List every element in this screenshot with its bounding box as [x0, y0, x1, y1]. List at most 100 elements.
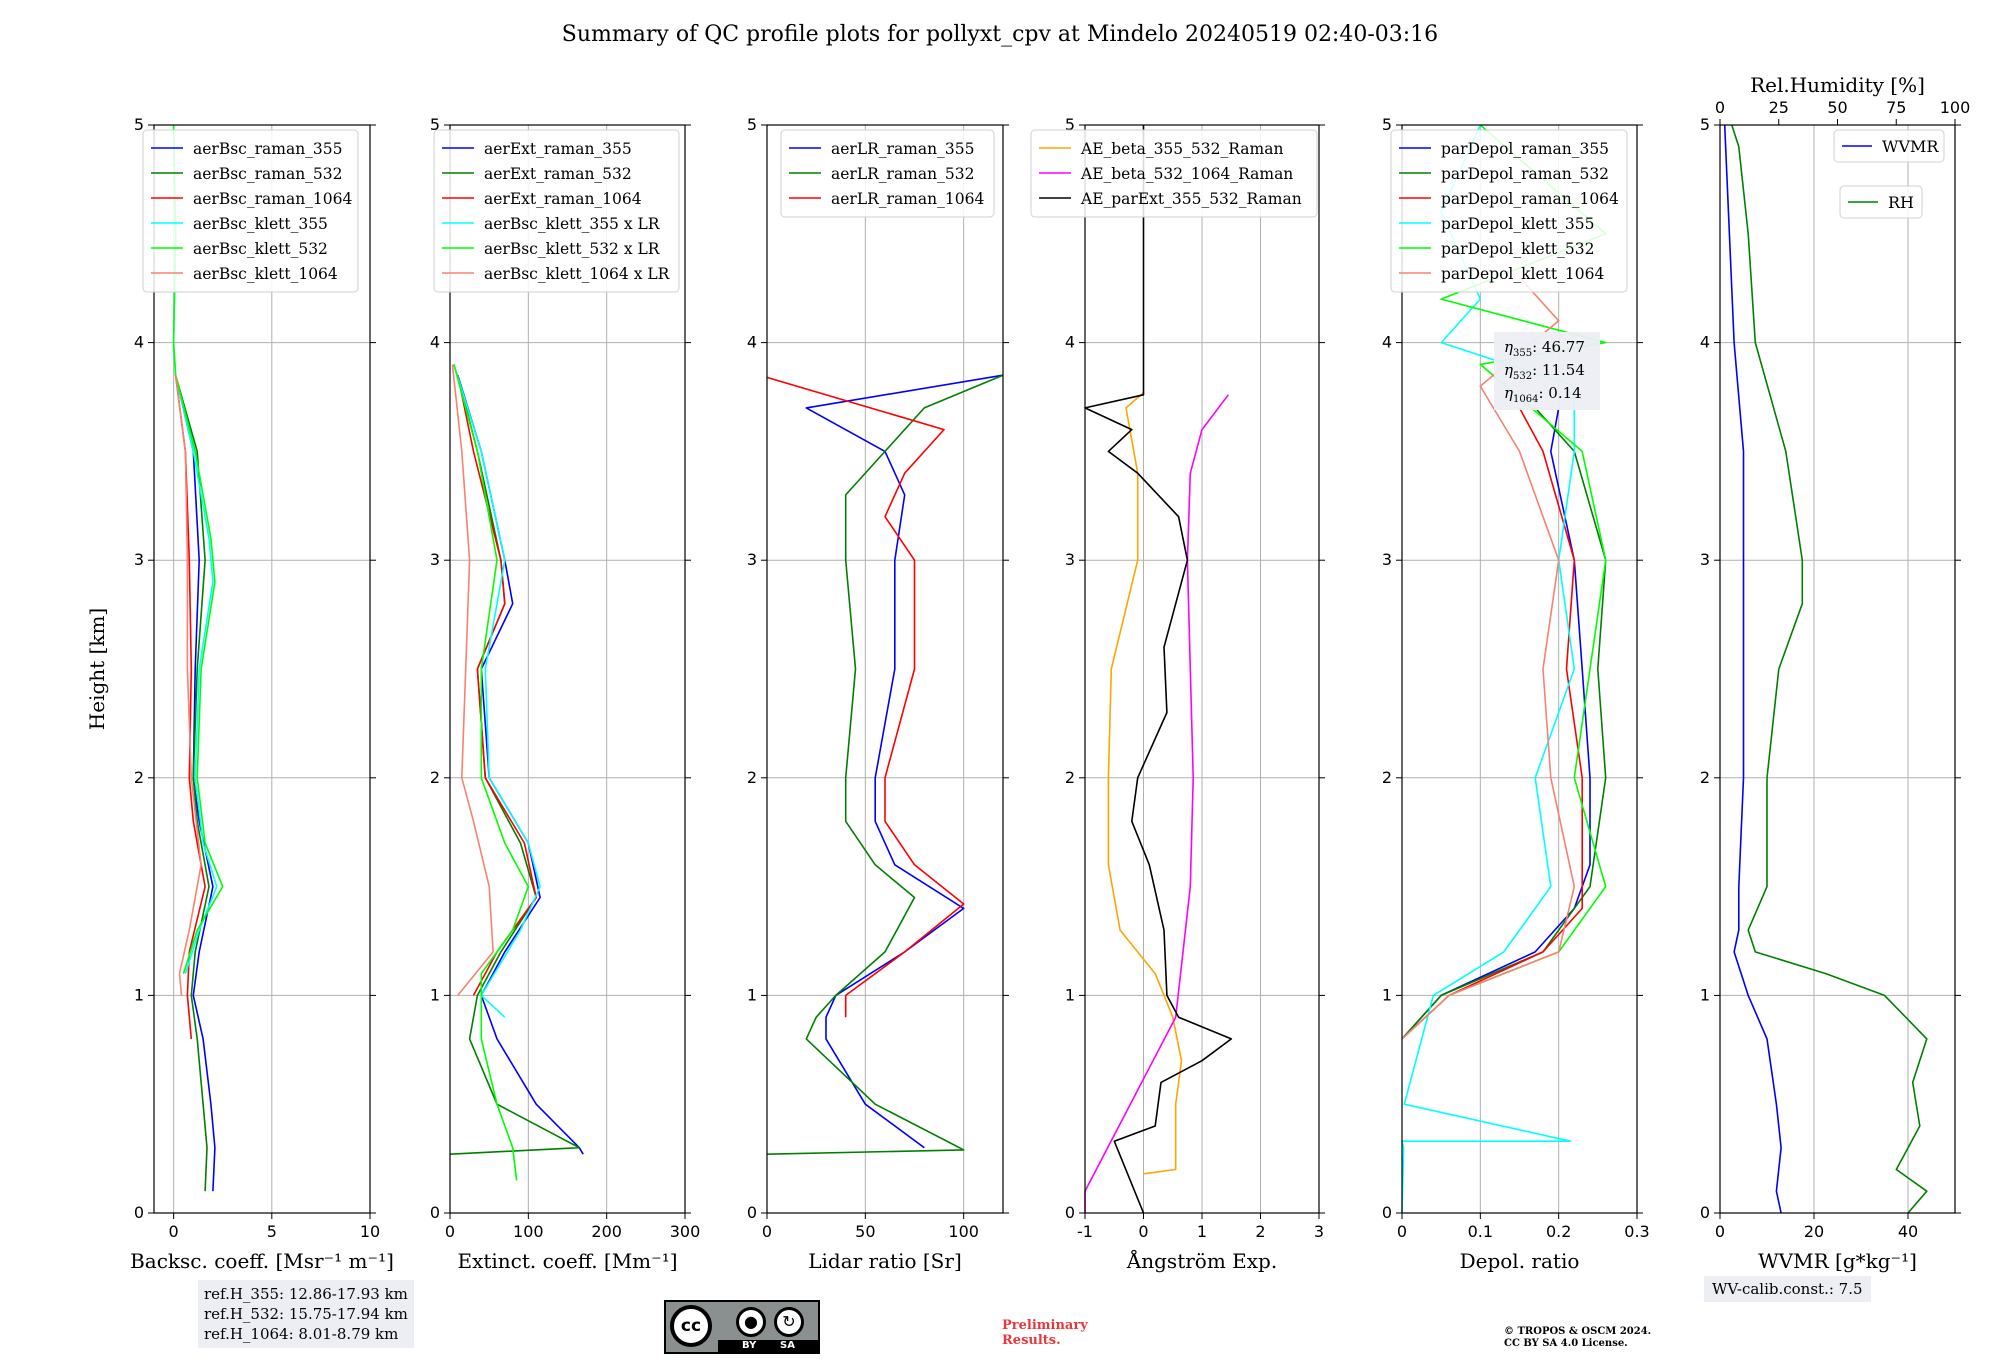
legend-label: aerBsc_raman_532 [193, 165, 343, 183]
x-tick-label: 0.3 [1624, 1222, 1649, 1241]
copyright-line-1: © TROPOS & OSCM 2024. [1504, 1326, 1652, 1337]
legend-label: aerLR_raman_1064 [831, 190, 984, 208]
y-tick-label: 5 [430, 115, 440, 134]
series-line-aerLR_raman_1064 [766, 376, 965, 1018]
legend-label: parDepol_klett_532 [1441, 240, 1594, 258]
series-line-aerExt_raman_1064 [457, 375, 538, 996]
x-tick-label: 10 [360, 1222, 380, 1241]
y-tick-label: 0 [1382, 1203, 1392, 1222]
x2-tick-label: 25 [1769, 98, 1789, 117]
x-tick-label: 0 [169, 1222, 179, 1241]
legend-label: aerBsc_klett_1064 [193, 265, 338, 283]
y-tick-label: 2 [134, 768, 144, 787]
plot-frame [449, 124, 686, 1214]
y-tick-label: 3 [1700, 550, 1710, 569]
legend-label: aerBsc_klett_532 [193, 240, 328, 258]
refheight-1064: ref.H_1064: 8.01-8.79 km [204, 1325, 399, 1343]
x-tick-label: 300 [670, 1222, 701, 1241]
series-line-parDepol_raman_355 [1401, 407, 1591, 1040]
y-tick-label: 1 [1065, 985, 1075, 1004]
series-line-WVMR [1723, 124, 1782, 1214]
series-group-bsc [172, 124, 224, 1192]
y-tick-label: 1 [1382, 985, 1392, 1004]
legend-box [1030, 129, 1318, 218]
y-tick-label: 2 [1065, 768, 1075, 787]
series-line-aerBsc_klett_355 x LR [453, 364, 541, 1018]
y-tick-label: 4 [1065, 333, 1075, 352]
y-tick-label: 0 [134, 1203, 144, 1222]
x-tick-label: 100 [513, 1222, 544, 1241]
refheight-355: ref.H_355: 12.86-17.93 km [204, 1285, 408, 1303]
x-tick-label: 1 [1197, 1222, 1207, 1241]
legend-box [433, 129, 680, 293]
x-axis-label: Ångström Exp. [1126, 1248, 1277, 1273]
x-tick-label: 0.1 [1468, 1222, 1493, 1241]
x-tick-label: 0 [445, 1222, 455, 1241]
wv-calibration-box: WV-calib.const.: 7.5 [1704, 1276, 1871, 1302]
x2-tick-label: 0 [1715, 98, 1725, 117]
preliminary-line-1: Preliminary [1002, 1318, 1088, 1333]
y-tick-label: 2 [1382, 768, 1392, 787]
preliminary-note: Preliminary Results. [1002, 1318, 1088, 1348]
legend-label: aerExt_raman_1064 [484, 190, 642, 208]
y-tick-label: 4 [1382, 333, 1392, 352]
legend-label: aerBsc_klett_532 x LR [484, 240, 661, 258]
x2-axis-label: Rel.Humidity [%] [1750, 73, 1925, 97]
person-icon: ● [736, 1307, 766, 1337]
x-tick-label: 2 [1255, 1222, 1265, 1241]
legend-ae: AE_beta_355_532_Raman AE_beta_532_1064_Ra… [1030, 129, 1318, 218]
y-tick-label: 2 [747, 768, 757, 787]
y-tick-label: 3 [1065, 550, 1075, 569]
x-tick-label: 20 [1804, 1222, 1824, 1241]
series-group-wvmr [1723, 124, 1928, 1214]
series-line-aerLR_raman_532 [766, 374, 1004, 1155]
y-tick-label: 4 [1700, 333, 1710, 352]
series-line-aerBsc_klett_1064 x LR [451, 364, 494, 996]
series-line-AE_beta_532_1064_Raman [1084, 394, 1229, 1213]
series-line-aerBsc_klett_532 x LR [453, 364, 530, 1181]
legend-label: aerBsc_raman_355 [193, 140, 343, 158]
legend-label: aerLR_raman_532 [831, 165, 974, 183]
series-line-aerExt_raman_355 [457, 374, 584, 1155]
y-tick-label: 2 [430, 768, 440, 787]
eta-background [1494, 332, 1600, 410]
plot-frame [1719, 124, 1956, 1214]
legend-label: aerExt_raman_355 [484, 140, 632, 158]
y-axis-label: Height [km] [85, 608, 109, 730]
panel-wvmr: 0 20 40 0 1 2 3 4 5 WVMR [g*kg⁻¹] 0 25 50 75 100 Rel.Hu… [1700, 73, 1970, 1273]
y-tick-label: 3 [747, 550, 757, 569]
legend-label: parDepol_raman_355 [1441, 140, 1609, 158]
reference-height-box: ref.H_355: 12.86-17.93 km ref.H_532: 15.… [198, 1280, 414, 1348]
series-line-aerLR_raman_355 [805, 374, 1004, 1149]
series-group-ext [449, 364, 584, 1181]
y-tick-label: 0 [747, 1203, 757, 1222]
license-strip [718, 1340, 818, 1352]
x-axis-label: WVMR [g*kg⁻¹] [1758, 1249, 1917, 1273]
legend-box [780, 129, 995, 218]
sa-label: SA [780, 1340, 795, 1351]
x-tick-label: 0 [1138, 1222, 1148, 1241]
x2-tick-label: 75 [1886, 98, 1906, 117]
cc-by-sa-license-badge: cc ● ↻ BY SA [664, 1300, 820, 1354]
x-axis-label: Depol. ratio [1460, 1249, 1580, 1273]
legend-label: aerLR_raman_355 [831, 140, 974, 158]
x2-tick-label: 50 [1827, 98, 1847, 117]
y-tick-label: 1 [747, 985, 757, 1004]
legend-label: RH [1888, 193, 1914, 212]
panel-lr: 0 50 100 0 1 2 3 4 5 Lidar ratio [Sr] aerLR_raman_… [747, 115, 1009, 1273]
y-tick-label: 5 [1382, 115, 1392, 134]
y-tick-label: 4 [747, 333, 757, 352]
x-tick-label: 0 [1397, 1222, 1407, 1241]
x-tick-label: 0.2 [1546, 1222, 1571, 1241]
y-tick-label: 2 [1700, 768, 1710, 787]
legend-label: parDepol_raman_1064 [1441, 190, 1619, 208]
legend-label: WVMR [1882, 137, 1939, 156]
legend-label: aerBsc_raman_1064 [193, 190, 353, 208]
legend-label: parDepol_klett_355 [1441, 215, 1594, 233]
cc-icon: cc [670, 1305, 712, 1347]
legend-wvmr: WVMR RH [1833, 129, 1945, 219]
x-axis-label: Extinct. coeff. [Mm⁻¹] [457, 1249, 677, 1273]
y-tick-label: 0 [1065, 1203, 1075, 1222]
